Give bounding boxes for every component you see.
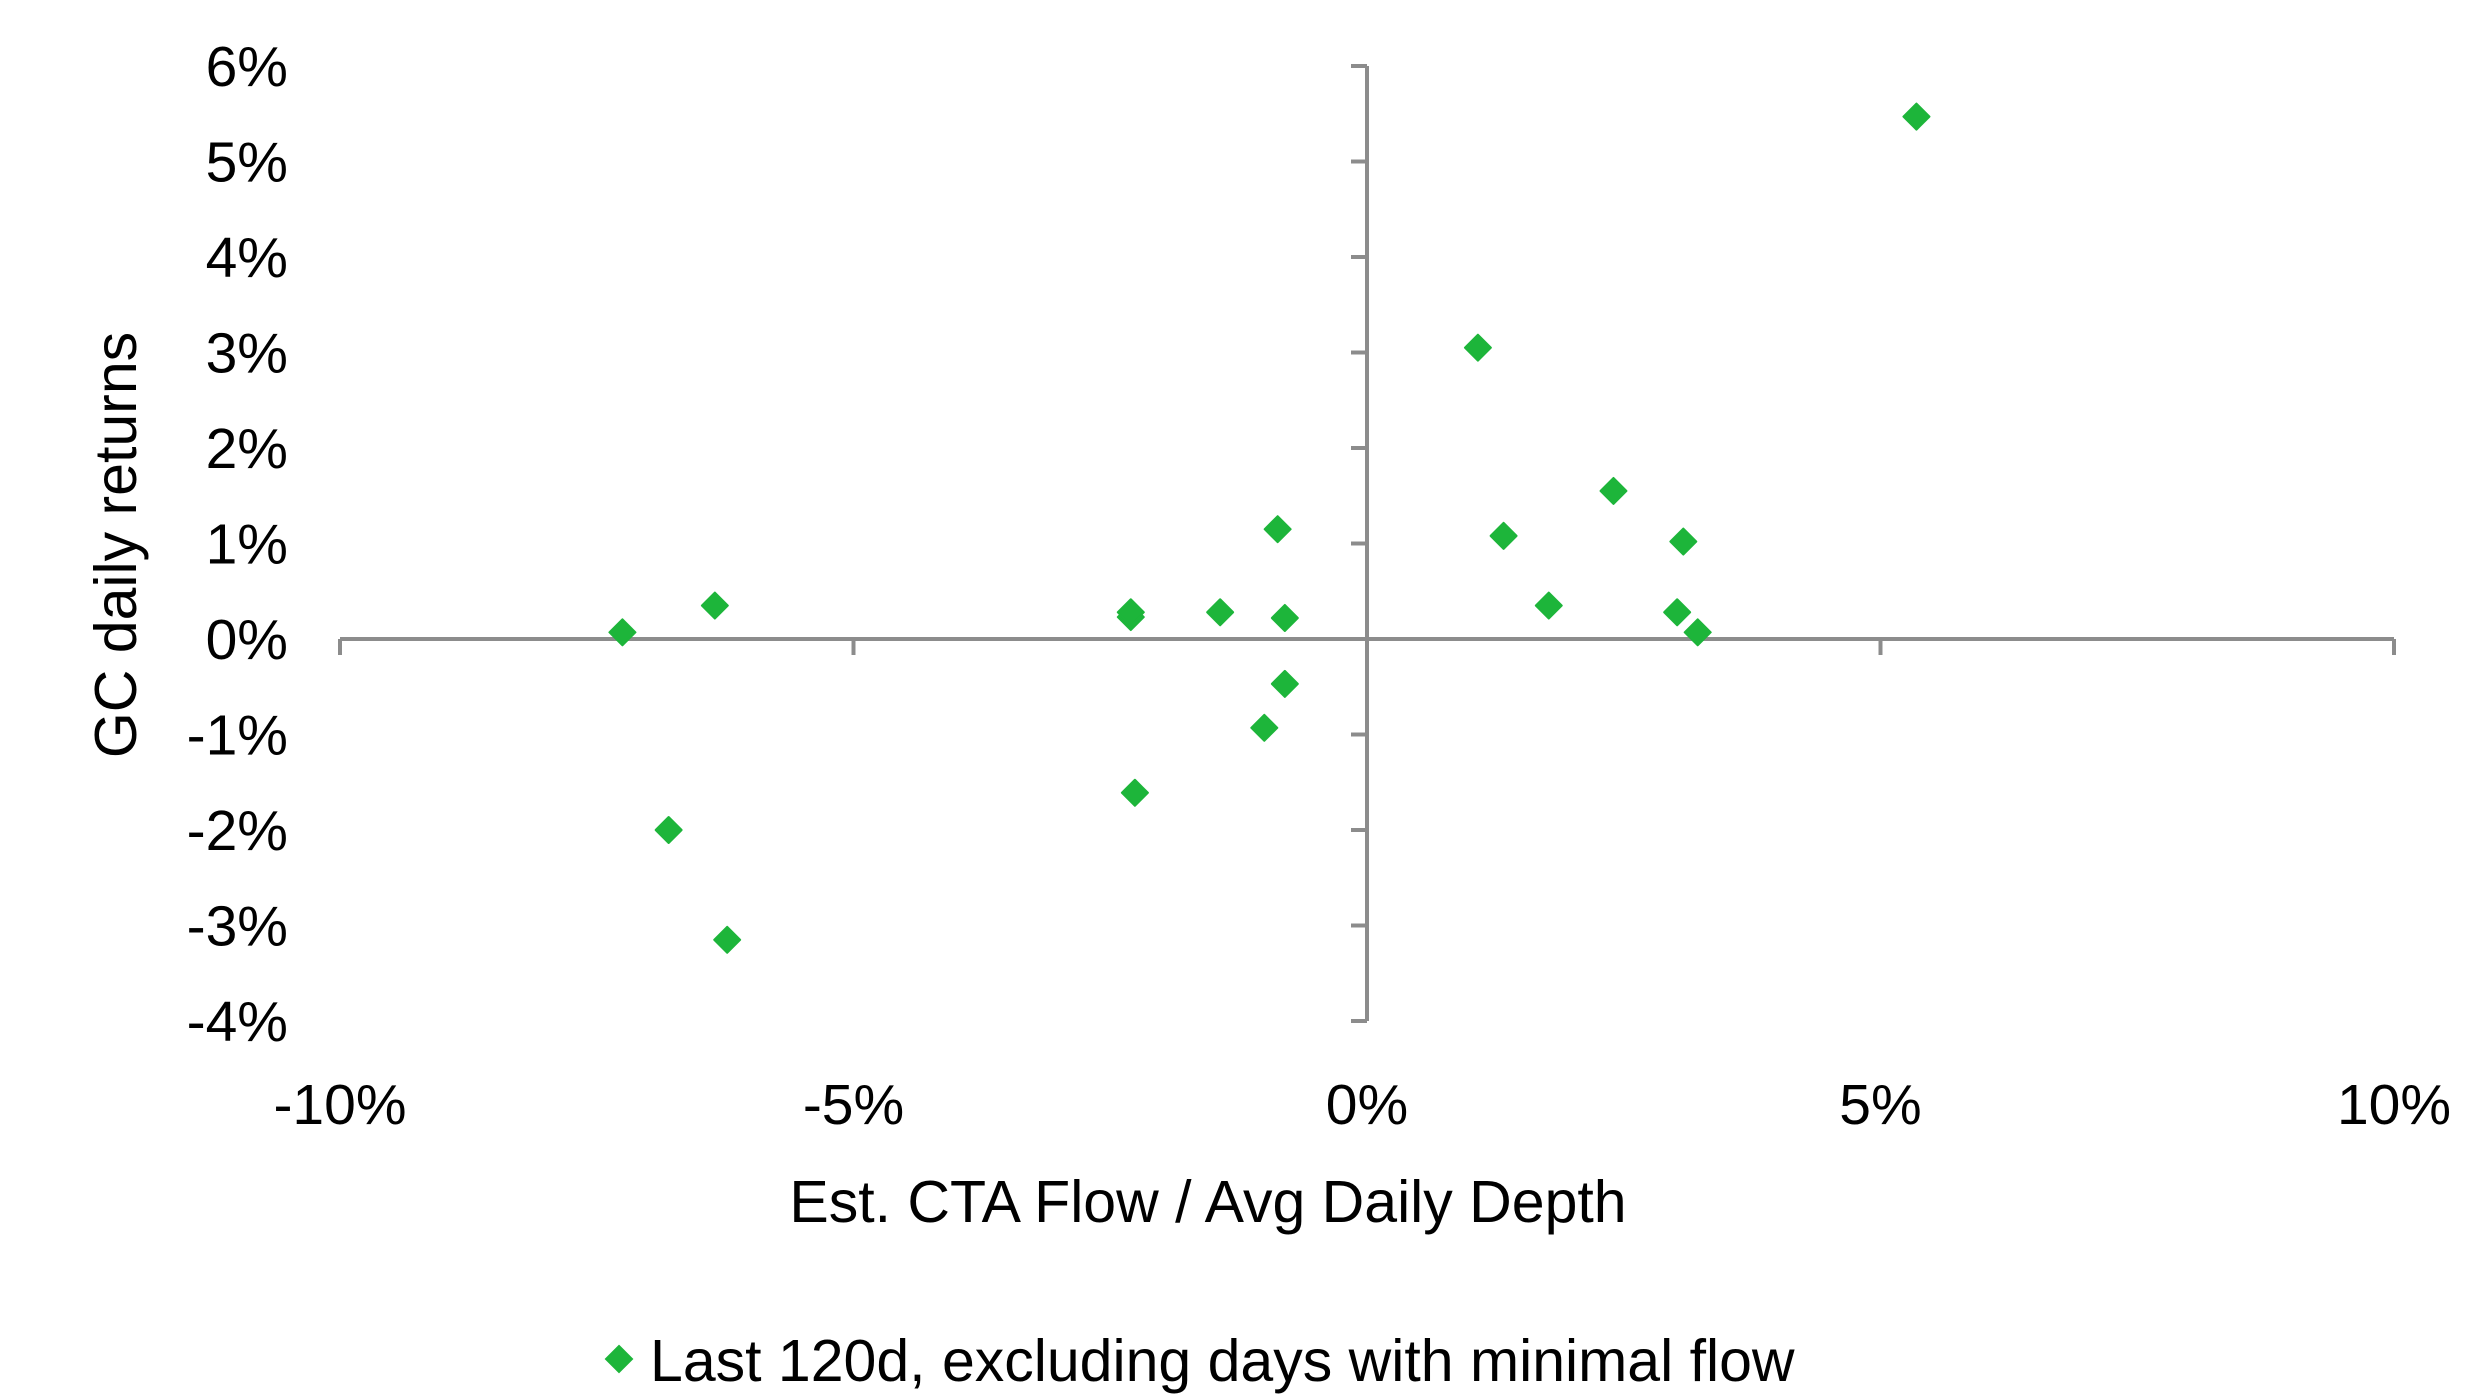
y-tick-label: 1% <box>206 513 288 577</box>
y-tick-label: 3% <box>206 322 288 386</box>
x-axis-title: Est. CTA Flow / Avg Daily Depth <box>789 1169 1626 1235</box>
data-point <box>1663 598 1692 627</box>
y-tick-label: -3% <box>187 895 288 959</box>
x-tick-label: 5% <box>1839 1073 1921 1137</box>
data-point <box>1683 618 1712 647</box>
y-tick-label: -4% <box>187 990 288 1054</box>
data-point <box>713 925 742 954</box>
data-point <box>1270 669 1299 698</box>
y-tick-label: 6% <box>206 35 288 99</box>
y-tick-label: 4% <box>206 226 288 290</box>
y-tick-label: 2% <box>206 417 288 481</box>
y-tick-labels: -4% -3% -2% -1% 0% 1% 2% 3% 4% 5% 6% <box>187 35 288 1054</box>
data-point <box>1270 603 1299 632</box>
data-point <box>1489 521 1518 550</box>
y-tick-label: 5% <box>206 131 288 195</box>
x-tick-marks <box>338 639 2396 655</box>
data-point <box>700 591 729 620</box>
data-point <box>1669 527 1698 556</box>
x-tick-label: -5% <box>803 1073 904 1137</box>
x-tick-label: -10% <box>273 1073 406 1137</box>
data-point <box>1250 713 1279 742</box>
y-tick-marks <box>1351 64 1367 1023</box>
data-point <box>1116 598 1145 627</box>
data-points <box>608 102 1931 954</box>
x-tick-labels: -10% -5% 0% 5% 10% <box>273 1073 2451 1137</box>
data-point <box>1263 515 1292 544</box>
data-point <box>1463 333 1492 362</box>
y-tick-label: -1% <box>187 704 288 768</box>
data-point <box>608 618 637 647</box>
y-axis-title: GC daily returns <box>83 332 149 758</box>
data-point <box>1599 476 1628 505</box>
legend: Last 120d, excluding days with minimal f… <box>604 1328 1795 1394</box>
y-tick-label: -2% <box>187 799 288 863</box>
legend-label: Last 120d, excluding days with minimal f… <box>650 1328 1795 1394</box>
data-point <box>654 816 683 844</box>
data-point <box>1206 598 1235 627</box>
y-tick-label: 0% <box>206 608 288 672</box>
legend-marker-diamond-icon <box>604 1344 634 1374</box>
data-point <box>1902 102 1931 131</box>
x-tick-label: 0% <box>1326 1073 1408 1137</box>
data-point <box>1120 778 1149 807</box>
data-point <box>1534 591 1563 620</box>
x-tick-label: 10% <box>2337 1073 2451 1137</box>
